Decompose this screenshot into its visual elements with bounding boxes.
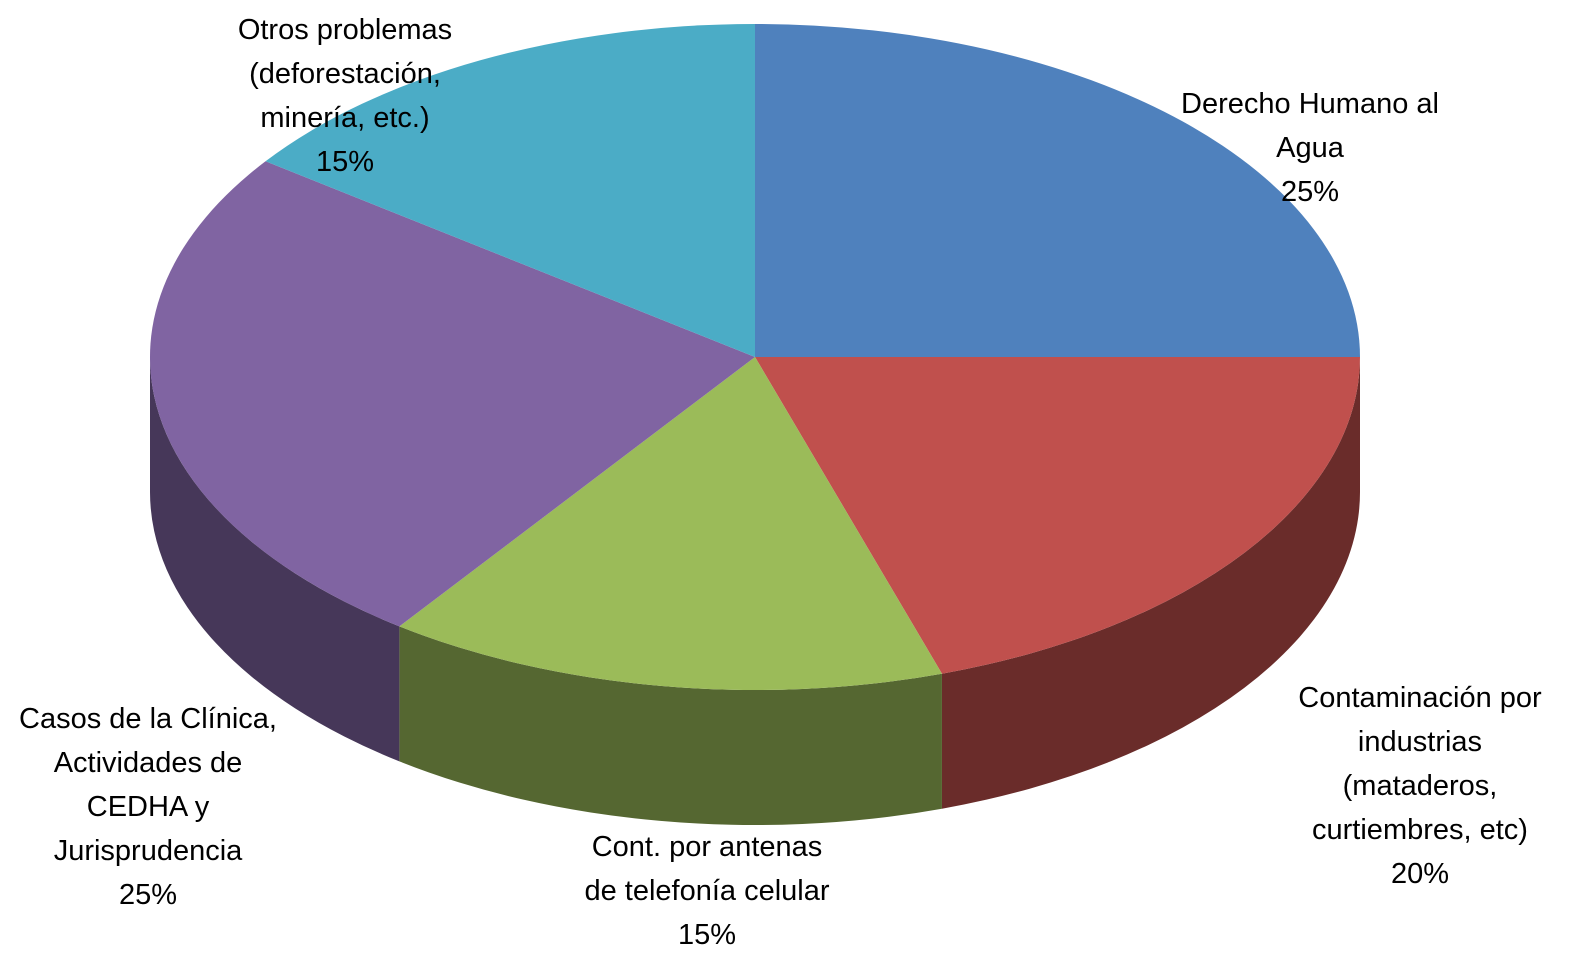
- slice-side: [399, 626, 942, 826]
- slice-label: Casos de la Clínica, Actividades de CEDH…: [19, 697, 277, 917]
- slice-label: Contaminación por industrias (mataderos,…: [1298, 676, 1541, 896]
- value-label: 20%: [1390, 858, 1450, 890]
- category-label: Otros problemas (deforestación, minería,…: [237, 14, 453, 134]
- value-label: 25%: [118, 879, 178, 911]
- value-label: 15%: [677, 919, 737, 951]
- slice: [265, 24, 755, 357]
- value-label: 15%: [315, 146, 375, 178]
- slice-label: Cont. por antenas de telefonía celular 15…: [584, 825, 829, 957]
- slice: [755, 357, 1360, 674]
- value-label: 25%: [1280, 176, 1340, 208]
- slice: [399, 357, 942, 690]
- slice-label: Derecho Humano al Agua 25%: [1181, 82, 1439, 214]
- category-label: Casos de la Clínica, Actividades de CEDH…: [19, 703, 277, 867]
- slice: [149, 161, 755, 627]
- category-label: Contaminación por industrias (mataderos,…: [1298, 682, 1542, 846]
- slice-side: [149, 357, 400, 762]
- category-label: Derecho Humano al Agua: [1181, 88, 1439, 164]
- slice-label: Otros problemas (deforestación, minería,…: [238, 8, 452, 184]
- slice-side: [941, 357, 1360, 809]
- slice: [755, 24, 1360, 357]
- category-label: Cont. por antenas de telefonía celular: [584, 831, 830, 907]
